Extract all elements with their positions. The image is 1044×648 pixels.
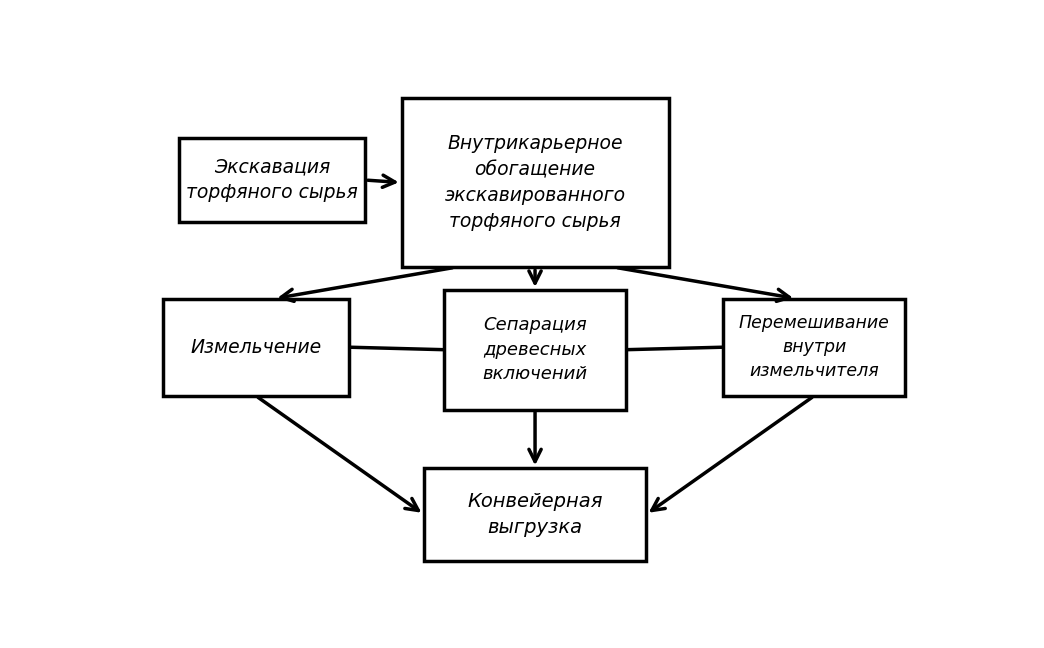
Text: Сепарация
древесных
включений: Сепарация древесных включений (482, 316, 588, 383)
Bar (424, 469, 646, 561)
Bar (402, 98, 668, 268)
Bar (444, 290, 626, 410)
Text: Внутрикарьерное
обогащение
экскавированного
торфяного сырья: Внутрикарьерное обогащение экскавированн… (445, 134, 625, 231)
Bar (163, 299, 349, 396)
Bar (180, 137, 365, 222)
Text: Измельчение: Измельчение (190, 338, 322, 356)
Text: Экскавация
торфяного сырья: Экскавация торфяного сырья (186, 157, 358, 202)
Text: Конвейерная
выгрузка: Конвейерная выгрузка (468, 492, 602, 537)
Text: Перемешивание
внутри
измельчителя: Перемешивание внутри измельчителя (739, 314, 889, 380)
Bar (723, 299, 905, 396)
